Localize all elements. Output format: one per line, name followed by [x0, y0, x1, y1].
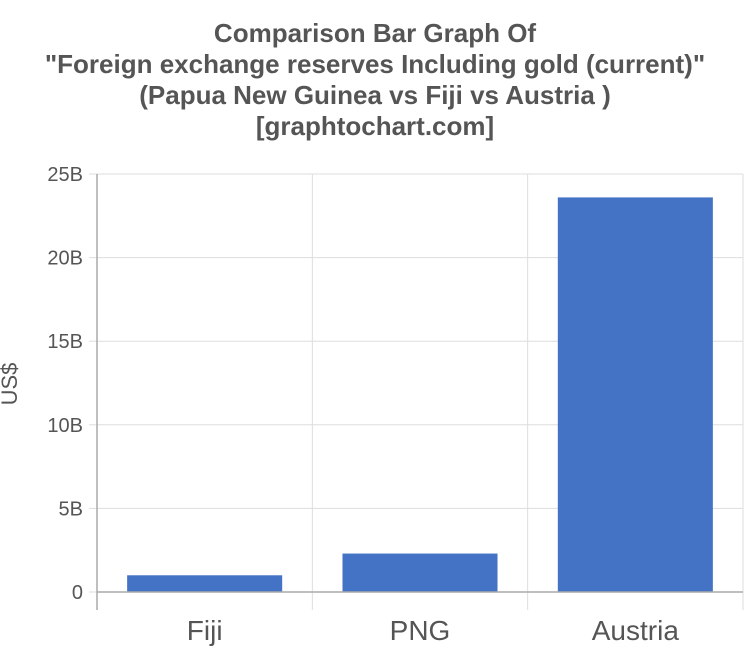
chart-title-line-1: Comparison Bar Graph Of	[213, 18, 537, 48]
y-axis-label: US$	[0, 363, 22, 406]
chart-title: Comparison Bar Graph Of "Foreign exchang…	[0, 18, 750, 142]
x-tick-label: Austria	[592, 615, 680, 646]
y-tick-label: 0	[72, 582, 83, 604]
label-layer: 0 5B 10B 15B 20B 25B Fiji PNG Austria	[47, 164, 679, 646]
chart-title-line-4: [graphtochart.com]	[255, 111, 495, 141]
chart-title-line-2: "Foreign exchange reserves Including gol…	[44, 49, 706, 79]
x-tick-label: PNG	[390, 615, 451, 646]
y-tick-label: 20B	[47, 248, 83, 270]
bar-png	[342, 553, 498, 592]
chart-title-line-3: (Papua New Guinea vs Fiji vs Austria )	[139, 80, 611, 110]
bar-fiji	[127, 575, 283, 592]
y-tick-label: 10B	[47, 415, 83, 437]
y-tick-label: 15B	[47, 331, 83, 353]
bar-austria	[557, 197, 713, 592]
bar-layer	[127, 197, 713, 592]
y-tick-label: 25B	[47, 164, 83, 186]
x-tick-label: Fiji	[187, 615, 223, 646]
y-tick-label: 5B	[59, 498, 83, 520]
axis-layer	[89, 173, 743, 610]
